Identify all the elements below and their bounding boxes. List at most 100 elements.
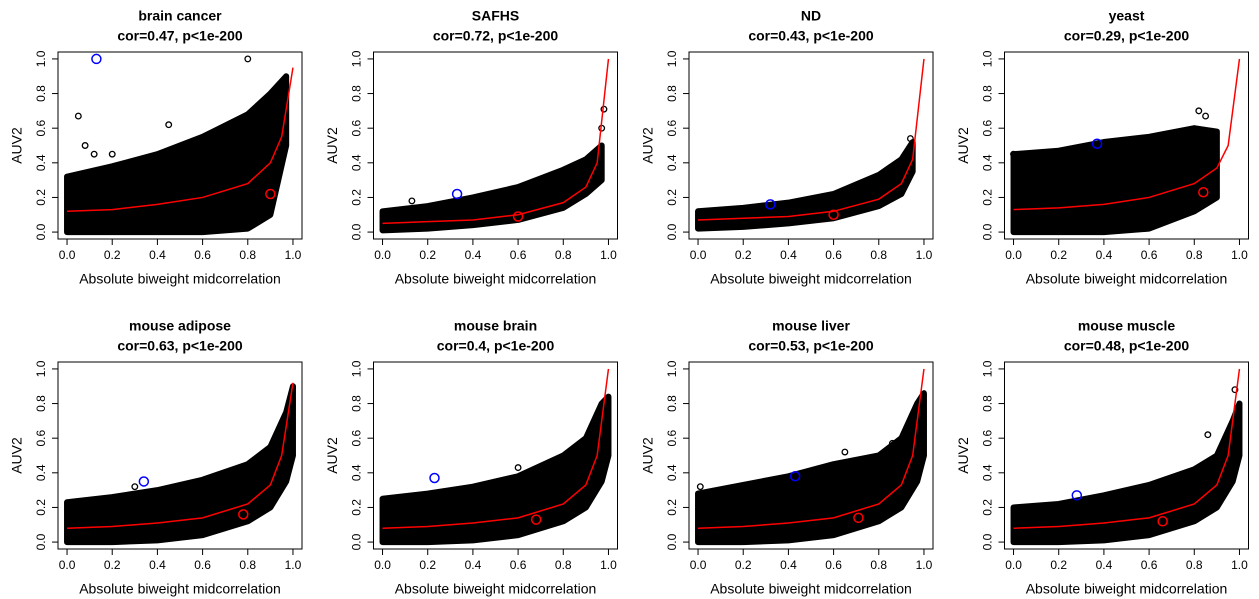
fit-line	[698, 58, 925, 221]
plot-frame	[688, 51, 934, 240]
fit-line	[67, 67, 294, 213]
x-tick-label: 0.4	[780, 558, 797, 572]
chart-subtitle: cor=0.63, p<1e-200	[117, 338, 243, 354]
point	[108, 150, 116, 158]
x-tick-label: 1.0	[285, 558, 302, 572]
x-tick-label: 0.2	[1050, 558, 1067, 572]
chart-title: mouse liver	[772, 318, 850, 334]
y-tick-label: 0.0	[34, 533, 48, 550]
y-axis-title: AUV2	[955, 437, 971, 474]
fit-line	[698, 368, 925, 529]
x-tick-label: 0.6	[1141, 248, 1158, 262]
highlight-point	[265, 188, 276, 200]
point	[1231, 386, 1239, 394]
point-cloud	[379, 142, 605, 234]
x-tick-label: 0.6	[194, 558, 211, 572]
y-tick-label: 0.2	[981, 189, 995, 206]
x-tick-label: 0.6	[510, 248, 527, 262]
chart-title: brain cancer	[138, 8, 222, 24]
plot-frame	[1004, 361, 1249, 550]
highlight-point	[765, 199, 776, 210]
x-tick-label: 0.8	[555, 248, 572, 262]
x-tick-label: 0.6	[825, 558, 842, 572]
y-tick-label: 1.0	[665, 360, 679, 377]
point	[1195, 107, 1203, 115]
y-axis-title: AUV2	[955, 127, 971, 164]
x-tick-label: 0.8	[870, 248, 887, 262]
y-tick-label: 1.0	[34, 360, 48, 377]
chart-subtitle: cor=0.53, p<1e-200	[748, 338, 874, 354]
y-tick-label: 0.4	[34, 464, 48, 481]
y-tick-label: 0.4	[34, 154, 48, 171]
chart-title: SAFHS	[472, 8, 519, 24]
highlight-point	[138, 476, 150, 487]
x-tick-label: 0.8	[555, 558, 572, 572]
point	[841, 448, 849, 456]
point	[888, 439, 896, 447]
highlight-point	[91, 53, 102, 65]
y-axis-title: AUV2	[640, 437, 656, 474]
chart-title: yeast	[1109, 8, 1145, 24]
x-tick-label: 0.4	[149, 248, 166, 262]
x-tick-label: 0.2	[104, 248, 121, 262]
y-tick-label: 0.4	[665, 464, 679, 481]
highlight-point	[238, 509, 249, 520]
x-axis-title: Absolute biweight midcorrelation	[710, 271, 912, 287]
x-tick-label: 0.6	[1141, 558, 1158, 572]
y-tick-label: 0.0	[34, 223, 48, 240]
point-cloud	[1010, 400, 1243, 546]
x-tick-label: 0.0	[59, 558, 76, 572]
y-tick-label: 0.8	[350, 395, 364, 412]
y-tick-label: 1.0	[350, 50, 364, 67]
highlight-point	[828, 209, 839, 221]
x-tick-label: 0.4	[1096, 248, 1113, 262]
x-tick-label: 0.0	[690, 248, 707, 262]
panel: ND cor=0.43, p<1e-200 Absolute biweight mi…	[640, 8, 934, 287]
fit-line	[1013, 58, 1241, 211]
fit-line	[67, 382, 294, 529]
x-axis-title: Absolute biweight midcorrelation	[1026, 271, 1228, 287]
highlight-point	[1091, 138, 1103, 150]
chart-subtitle: cor=0.29, p<1e-200	[1064, 28, 1190, 44]
point-cloud	[695, 139, 916, 232]
fit-line	[1013, 368, 1241, 529]
x-tick-label: 1.0	[600, 558, 617, 572]
plot-frame	[1004, 51, 1249, 240]
y-tick-label: 0.8	[981, 395, 995, 412]
y-tick-label: 0.4	[665, 154, 679, 171]
y-tick-label: 0.6	[34, 430, 48, 447]
panel: yeast cor=0.29, p<1e-200 Absolute biweight…	[955, 8, 1249, 287]
y-tick-label: 0.2	[665, 499, 679, 516]
y-tick-label: 0.8	[981, 85, 995, 102]
y-tick-label: 0.2	[34, 499, 48, 516]
point	[131, 483, 139, 491]
y-tick-label: 1.0	[350, 360, 364, 377]
y-tick-label: 0.6	[665, 430, 679, 447]
plot-frame	[373, 51, 618, 240]
y-tick-label: 0.8	[34, 85, 48, 102]
y-tick-label: 1.0	[34, 50, 48, 67]
highlight-point	[789, 471, 801, 482]
x-tick-label: 0.4	[465, 248, 482, 262]
x-tick-label: 0.8	[239, 558, 256, 572]
plot-frame	[688, 361, 934, 550]
panel: mouse liver cor=0.53, p<1e-200 Absolute bi…	[640, 318, 934, 597]
x-tick-label: 0.6	[194, 248, 211, 262]
y-tick-label: 0.8	[350, 85, 364, 102]
x-tick-label: 0.2	[735, 248, 752, 262]
y-tick-label: 0.8	[665, 395, 679, 412]
y-tick-label: 0.8	[34, 395, 48, 412]
plot-frame	[373, 361, 618, 550]
y-tick-label: 0.2	[34, 189, 48, 206]
x-axis-title: Absolute biweight midcorrelation	[710, 581, 912, 597]
highlight-point	[451, 188, 463, 200]
fit-line	[382, 58, 610, 225]
x-tick-label: 0.2	[419, 558, 436, 572]
highlight-point	[530, 514, 542, 525]
y-tick-label: 0.0	[981, 533, 995, 550]
highlight-point	[853, 512, 864, 524]
y-tick-label: 0.0	[981, 223, 995, 240]
x-tick-label: 1.0	[1231, 248, 1248, 262]
y-tick-label: 0.8	[665, 85, 679, 102]
chart-title: ND	[801, 8, 821, 24]
